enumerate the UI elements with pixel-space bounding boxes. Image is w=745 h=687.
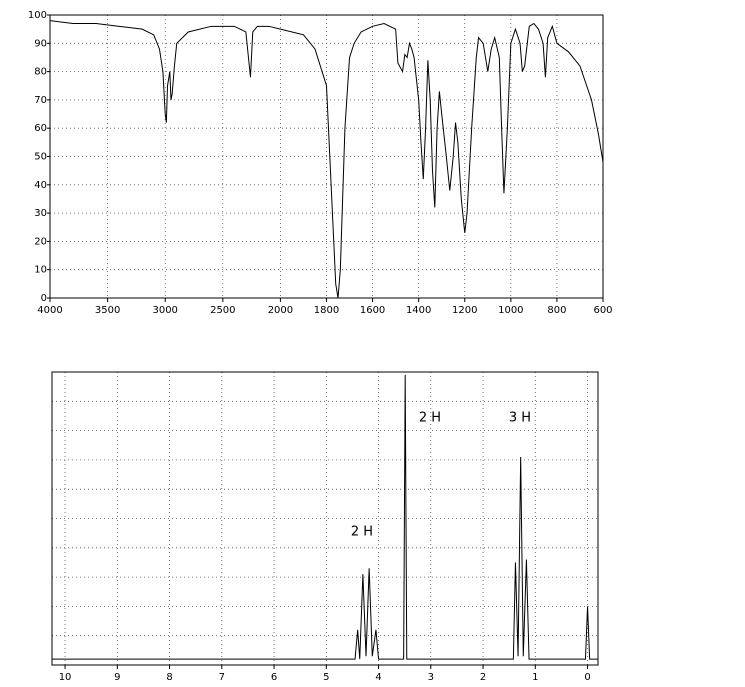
- spectrum-line: [52, 374, 598, 660]
- y-tick-label: 30: [34, 208, 47, 219]
- x-tick-label: 3000: [152, 305, 177, 316]
- x-tick-label: 0: [584, 672, 590, 683]
- y-tick-label: 90: [34, 38, 47, 49]
- y-tick-label: 60: [34, 123, 47, 134]
- x-tick-label: 7: [219, 672, 225, 683]
- x-tick-label: 2: [480, 672, 486, 683]
- x-tick-label: 1400: [406, 305, 431, 316]
- y-tick-label: 80: [34, 67, 47, 78]
- annotation: 2 H: [419, 411, 441, 426]
- x-tick-label: 800: [547, 305, 566, 316]
- spectrum-line: [49, 20, 604, 299]
- y-tick-label: 0: [41, 293, 47, 304]
- annotation: 3 H: [509, 411, 531, 426]
- x-tick-label: 4000: [37, 305, 62, 316]
- x-tick-label: 1: [532, 672, 538, 683]
- x-tick-label: 3500: [95, 305, 120, 316]
- x-tick-label: 2500: [210, 305, 235, 316]
- x-tick-label: 4: [375, 672, 381, 683]
- x-tick-label: 10: [59, 672, 72, 683]
- x-tick-label: 1800: [314, 305, 339, 316]
- plot-frame: [49, 14, 604, 299]
- x-tick-label: 600: [593, 305, 612, 316]
- x-tick-label: 1600: [360, 305, 385, 316]
- x-tick-label: 2000: [268, 305, 293, 316]
- x-tick-label: 3: [428, 672, 434, 683]
- y-tick-label: 100: [28, 10, 47, 21]
- annotation: 2 H: [351, 525, 373, 540]
- y-tick-label: 40: [34, 180, 47, 191]
- x-tick-label: 8: [166, 672, 172, 683]
- x-tick-label: 1200: [452, 305, 477, 316]
- x-tick-label: 1000: [498, 305, 523, 316]
- plot-frame: [51, 371, 599, 666]
- x-tick-label: 5: [323, 672, 329, 683]
- y-tick-label: 50: [34, 152, 47, 163]
- y-tick-label: 70: [34, 95, 47, 106]
- y-tick-label: 10: [34, 265, 47, 276]
- x-tick-label: 9: [114, 672, 120, 683]
- x-tick-label: 6: [271, 672, 277, 683]
- y-tick-label: 20: [34, 236, 47, 247]
